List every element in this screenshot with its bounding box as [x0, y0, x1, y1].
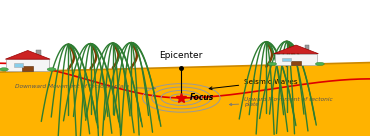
- Polygon shape: [282, 58, 291, 61]
- Text: Focus: Focus: [189, 93, 214, 102]
- Polygon shape: [274, 45, 318, 54]
- Polygon shape: [14, 63, 23, 67]
- Polygon shape: [23, 66, 33, 71]
- Circle shape: [315, 62, 324, 66]
- Text: Upward Movement of tectonic
plate: Upward Movement of tectonic plate: [229, 97, 333, 107]
- Polygon shape: [36, 50, 41, 56]
- Polygon shape: [5, 50, 50, 59]
- Circle shape: [47, 68, 56, 71]
- Polygon shape: [275, 54, 317, 65]
- Polygon shape: [0, 63, 370, 136]
- Text: Epicenter: Epicenter: [159, 51, 203, 60]
- Circle shape: [0, 68, 8, 71]
- Polygon shape: [6, 59, 49, 71]
- Polygon shape: [291, 61, 301, 65]
- Text: Seismic Waves: Seismic Waves: [209, 79, 298, 90]
- Circle shape: [268, 62, 277, 66]
- Text: Downward Movement of tectonic plate: Downward Movement of tectonic plate: [15, 84, 155, 89]
- Polygon shape: [305, 45, 309, 50]
